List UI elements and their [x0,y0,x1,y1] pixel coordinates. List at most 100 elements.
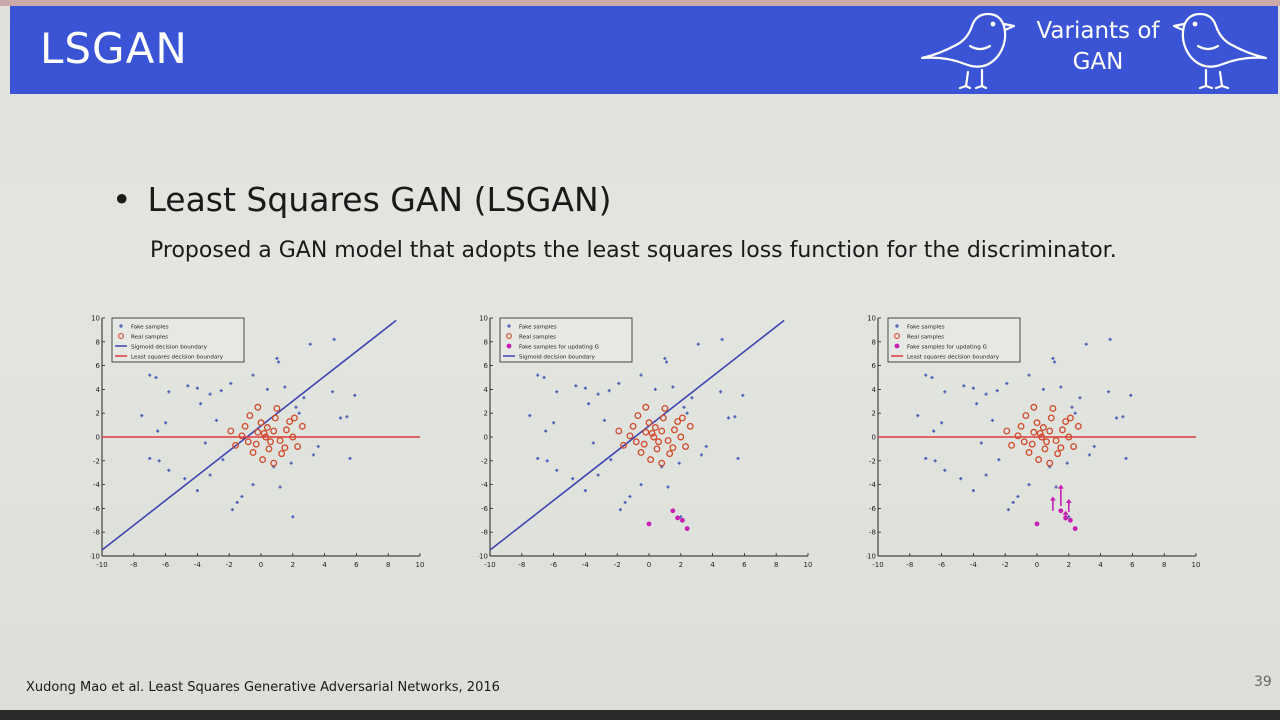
fake-sample-point [943,390,947,394]
fake-sample-point [1006,507,1010,512]
real-sample-point [645,419,653,427]
real-sample-point [682,443,690,450]
fake-sample-point [275,356,279,361]
updating-sample-point [684,526,690,532]
legend-label: Real samples [131,334,168,340]
y-tick-label: 6 [96,362,101,370]
fake-sample-point [240,494,244,499]
fake-sample-point [1005,381,1009,386]
x-tick-label: -8 [518,561,525,569]
real-sample-point [653,445,661,453]
fake-sample-point [195,488,199,493]
fake-sample-point [552,421,556,425]
real-sample-point [1062,418,1070,425]
fake-sample-point [332,337,336,342]
real-sample-point [290,414,298,422]
real-sample-point [626,432,634,440]
real-sample-point [1049,404,1057,412]
real-sample-point [632,438,640,446]
fake-sample-point [679,515,683,519]
real-sample-point [265,445,273,453]
fake-sample-point [1070,405,1074,409]
real-sample-point [615,427,623,435]
fake-sample-point [330,390,335,394]
x-tick-label: 2 [291,561,295,569]
scatter-plot-3: -10 -8 -6 -4 -2 0 2 4 6 8 10 -10 -8 -6 -4 -2 0 2 4 6 8 10 Fake… [866,315,1200,570]
variants-line-2: GAN [1072,49,1124,75]
scatter-plot-1: -10 -8 -6 -4 -2 0 2 4 6 8 10 -10 -8 -6 -4 -2 0 2 4 6 8 10 Fake… [90,315,424,570]
fake-sample-point [1108,337,1112,342]
legend-updating-marker [506,343,512,349]
y-tick-label: 4 [484,386,489,394]
real-sample-point [677,433,685,441]
x-tick-label: 8 [1162,561,1166,569]
fake-sample-point [1129,393,1133,397]
fake-sample-point [677,461,681,465]
real-sample-point [286,418,294,425]
updating-sample-point [1058,508,1064,514]
legend-updating-marker [894,343,900,349]
legend: Fake samples Real samples Fake samples for… [887,317,1021,363]
legend: Fake samples Real samples Sigmoid decision… [111,317,245,363]
variants-line-1: Variants of [1036,18,1160,44]
y-tick-label: 10 [91,315,100,323]
x-tick-label: 2 [1067,561,1071,569]
fake-sample-point [345,415,349,419]
y-tick-label: -2 [481,457,488,465]
real-sample-point [1033,419,1041,427]
updating-sample-point [679,517,685,523]
y-tick-label: 2 [872,410,876,418]
real-sample-point [658,427,666,435]
fake-sample-point [1078,396,1082,400]
real-sample-point [658,459,666,467]
real-sample-point [655,438,662,446]
x-tick-label: -6 [550,561,558,569]
fake-sample-point [609,458,613,462]
legend-label: Fake samples for updating G [907,344,987,350]
x-tick-label: -8 [906,561,913,569]
legend-label: Fake samples [907,324,945,330]
fake-sample-point [230,507,234,512]
x-tick-label: 0 [1035,561,1039,569]
fake-sample-point [736,456,740,461]
bottom-shadow [0,710,1280,720]
x-tick-label: -2 [1002,561,1009,569]
legend-label: Sigmoid decision boundary [131,344,208,350]
real-sample-point [1030,403,1038,411]
updating-sample-point [1072,526,1078,532]
y-tick-label: -10 [478,553,488,561]
fake-sample-point [1011,500,1015,505]
fake-sample-point [186,384,190,388]
fake-sample-point [974,402,979,406]
real-sample-point [637,449,645,456]
x-tick-label: 8 [774,561,778,569]
legend-box [111,317,245,363]
fake-sample-point [959,477,963,481]
fake-sample-point [733,415,737,419]
real-sample-point [232,441,240,449]
fake-sample-point [1084,342,1088,346]
bird-right-icon [1172,12,1268,90]
real-sample-point [1065,433,1073,441]
top-strip [0,0,1280,6]
real-sample-point [1017,422,1025,430]
y-tick-label: -8 [869,529,876,537]
x-tick-label: 8 [386,561,390,569]
x-tick-label: 6 [742,561,747,569]
real-sample-point [259,456,267,464]
y-tick-label: 8 [872,338,876,346]
fake-sample-point [167,390,171,394]
fake-sample-point [183,477,187,481]
x-tick-label: 4 [710,561,715,569]
legend-real-marker [118,333,124,339]
fake-sample-point [639,483,643,487]
x-tick-label: 0 [647,561,651,569]
fake-sample-point [741,393,745,397]
fake-sample-point [596,473,600,477]
real-sample-point [666,450,674,458]
real-sample-point [1058,426,1066,434]
x-tick-label: -8 [130,561,137,569]
real-sample-point [276,437,284,445]
real-sample-point [267,438,274,446]
real-sample-point [1028,440,1036,448]
